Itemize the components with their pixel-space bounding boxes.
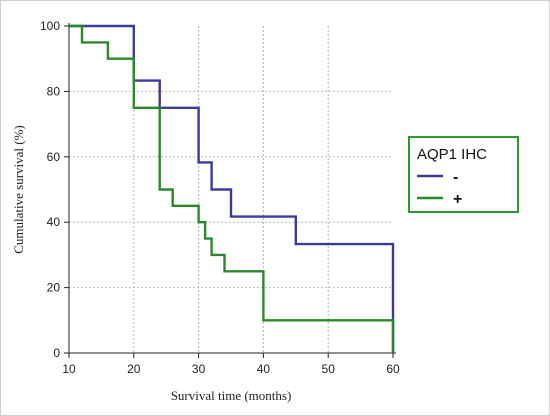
legend-label-positive: + [453, 191, 462, 208]
y-tick-label: 0 [53, 346, 60, 360]
y-tick-label: 20 [47, 281, 61, 295]
survival-curve-negative [69, 24, 395, 353]
legend-box [408, 136, 519, 213]
x-tick-label: 20 [127, 362, 141, 376]
y-tick-label: 80 [47, 84, 61, 98]
x-tick-label: 40 [257, 362, 271, 376]
legend-label-negative: - [453, 169, 458, 186]
x-axis-title: Survival time (months) [171, 388, 292, 403]
x-tick-label: 30 [192, 362, 206, 376]
y-tick-label: 40 [47, 215, 61, 229]
x-tick-label: 60 [386, 362, 400, 376]
y-axis-title: Cumulative survival (%) [11, 125, 26, 254]
y-tick-label: 60 [47, 150, 61, 164]
x-tick-label: 10 [62, 362, 76, 376]
survival-curve-positive [69, 24, 395, 353]
legend-title: AQP1 IHC [417, 146, 487, 163]
x-tick-label: 50 [322, 362, 336, 376]
y-tick-label: 100 [40, 19, 60, 33]
